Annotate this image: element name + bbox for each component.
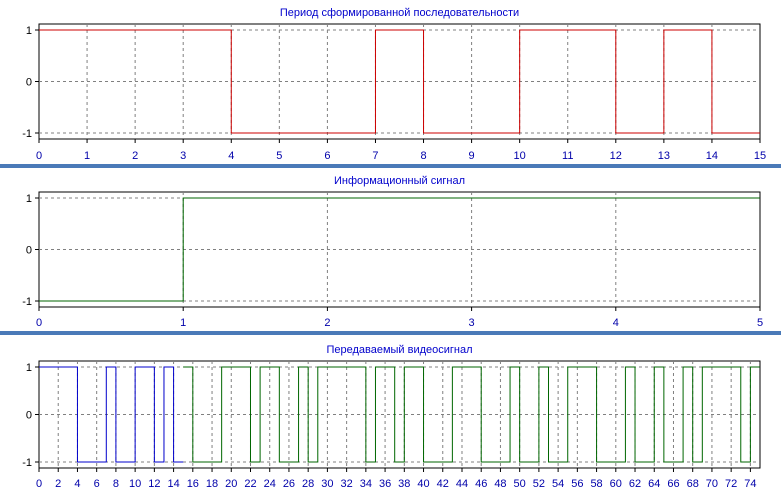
x-tick-label: 50	[514, 478, 526, 490]
x-tick-label: 15	[754, 150, 766, 162]
x-tick-label: 70	[706, 478, 718, 490]
x-tick-label: 4	[228, 150, 234, 162]
panel-information-signal: Информационный сигнал 1 0 -1 0 1 2 3 4 5	[22, 175, 763, 329]
x-tick-label: 0	[36, 150, 42, 162]
x-tick-label: 5	[276, 150, 282, 162]
x-tick-label: 14	[706, 150, 718, 162]
x-tick-label: 40	[417, 478, 429, 490]
x-tick-label: 20	[225, 478, 237, 490]
x-tick-label: 38	[398, 478, 410, 490]
x-tick-label: 4	[74, 478, 80, 490]
x-tick-label: 8	[420, 150, 426, 162]
x-tick-label: 48	[494, 478, 506, 490]
panel-divider	[0, 331, 781, 335]
x-tick-label: 3	[469, 317, 475, 329]
x-tick-label: 16	[187, 478, 199, 490]
x-tick-label: 34	[360, 478, 372, 490]
x-tick-label: 10	[514, 150, 526, 162]
x-tick-label: 4	[613, 317, 619, 329]
x-tick-label: 32	[341, 478, 353, 490]
y-tick-label: 0	[26, 77, 32, 89]
y-tick-label: 1	[26, 193, 32, 205]
x-tick-label: 2	[324, 317, 330, 329]
x-tick-label: 6	[324, 150, 330, 162]
x-tick-label: 68	[687, 478, 699, 490]
x-tick-label: 8	[113, 478, 119, 490]
x-tick-label: 11	[562, 150, 573, 162]
y-tick-label: 0	[26, 245, 32, 257]
x-tick-label: 54	[552, 478, 564, 490]
x-tick-label: 2	[55, 478, 61, 490]
x-tick-label: 0	[36, 317, 42, 329]
x-tick-label: 0	[36, 478, 42, 490]
x-tick-label: 30	[321, 478, 333, 490]
y-tick-label: 0	[26, 410, 32, 422]
y-tick-label: -1	[22, 128, 32, 140]
x-tick-label: 1	[84, 150, 90, 162]
chart-title: Период сформированной последовательности	[280, 7, 519, 19]
x-tick-label: 42	[437, 478, 449, 490]
x-tick-label: 62	[629, 478, 641, 490]
x-tick-label: 60	[610, 478, 622, 490]
x-tick-label: 12	[148, 478, 160, 490]
x-tick-label: 74	[744, 478, 756, 490]
chart-title: Передаваемый видеосигнал	[326, 344, 472, 356]
x-tick-label: 52	[533, 478, 545, 490]
y-tick-label: 1	[26, 362, 32, 374]
x-tick-label: 56	[571, 478, 583, 490]
x-tick-label: 36	[379, 478, 391, 490]
x-tick-label: 3	[180, 150, 186, 162]
series-line	[39, 197, 760, 302]
x-tick-label: 6	[94, 478, 100, 490]
x-tick-label: 5	[757, 317, 763, 329]
y-tick-label: -1	[22, 296, 32, 308]
y-tick-label: 1	[26, 25, 32, 37]
x-tick-label: 9	[469, 150, 475, 162]
x-tick-label: 7	[372, 150, 378, 162]
x-tick-label: 44	[456, 478, 468, 490]
x-tick-label: 14	[167, 478, 179, 490]
chart-title: Информационный сигнал	[334, 175, 465, 187]
y-tick-label: -1	[22, 457, 32, 469]
x-tick-label: 28	[302, 478, 314, 490]
x-tick-label: 72	[725, 478, 737, 490]
x-tick-label: 13	[658, 150, 670, 162]
series-line	[39, 366, 184, 463]
x-tick-label: 2	[132, 150, 138, 162]
series-line	[183, 366, 760, 463]
x-tick-label: 58	[590, 478, 602, 490]
x-tick-label: 18	[206, 478, 218, 490]
x-tick-label: 66	[667, 478, 679, 490]
x-tick-label: 24	[264, 478, 276, 490]
x-tick-label: 22	[244, 478, 256, 490]
series-line	[39, 29, 760, 134]
x-tick-label: 10	[129, 478, 141, 490]
x-tick-label: 26	[283, 478, 295, 490]
x-tick-label: 64	[648, 478, 660, 490]
panel-divider	[0, 164, 781, 168]
x-tick-label: 1	[180, 317, 186, 329]
x-tick-label: 12	[610, 150, 622, 162]
panel-sequence-period: Период сформированной последовательности…	[22, 7, 766, 162]
x-tick-label: 46	[475, 478, 487, 490]
